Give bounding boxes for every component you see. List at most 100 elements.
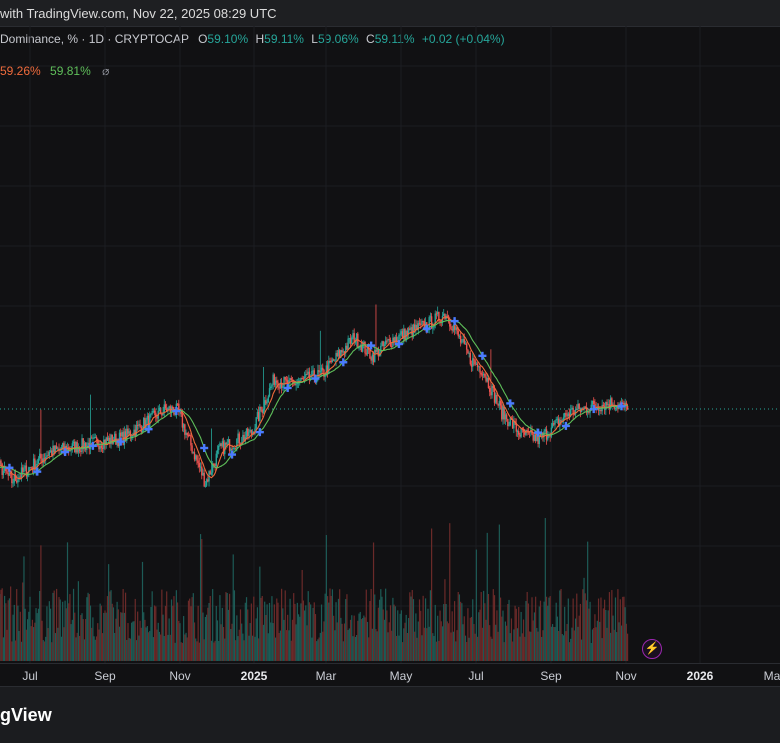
candle-body	[137, 425, 138, 426]
candle-body	[153, 411, 154, 412]
volume-bar	[303, 601, 304, 661]
volume-bar	[271, 596, 272, 661]
volume-bar	[286, 630, 287, 661]
time-axis-label: Nov	[615, 669, 636, 683]
candle-body	[177, 404, 178, 405]
candle-body	[233, 448, 234, 449]
volume-bar	[55, 633, 56, 661]
volume-bar	[173, 596, 174, 661]
candle-body	[366, 353, 367, 354]
volume-bar	[333, 616, 334, 661]
volume-bar	[239, 630, 240, 661]
volume-bar	[533, 620, 534, 661]
volume-bar	[323, 621, 324, 661]
volume-bar	[546, 597, 547, 661]
volume-bar	[304, 610, 305, 661]
volume-bar	[536, 628, 537, 661]
volume-bar	[579, 616, 580, 661]
volume-bar	[305, 605, 306, 661]
volume-bar	[156, 630, 157, 661]
time-axis-label: Ma	[764, 669, 780, 683]
volume-bar	[86, 597, 87, 661]
volume-bar	[252, 636, 253, 661]
candle-body	[352, 333, 353, 337]
volume-bar	[320, 633, 321, 661]
volume-bar	[494, 595, 495, 661]
candle-body	[9, 472, 10, 475]
candle-body	[554, 420, 555, 424]
volume-bar	[204, 639, 205, 661]
candle-body	[455, 327, 456, 330]
volume-bar	[450, 632, 451, 661]
volume-bar	[322, 632, 323, 661]
volume-bar	[485, 620, 486, 661]
volume-bar	[288, 630, 289, 661]
volume-bar	[437, 616, 438, 661]
volume-bar	[621, 626, 622, 661]
candle-body	[11, 474, 12, 483]
volume-bar	[27, 619, 28, 661]
volume-bar	[459, 594, 460, 661]
candle-body	[347, 338, 348, 349]
candle-body	[545, 429, 546, 431]
candle-body	[228, 439, 229, 442]
volume-bar	[294, 604, 295, 661]
volume-bar	[139, 621, 140, 661]
candle-body	[55, 446, 56, 452]
price-chart[interactable]	[0, 26, 780, 663]
volume-bar	[210, 596, 211, 661]
volume-bar	[593, 628, 594, 661]
volume-bar	[309, 602, 310, 661]
candle-body	[488, 378, 489, 388]
candle-body	[187, 433, 188, 435]
volume-bar	[66, 608, 67, 661]
candle-body	[557, 419, 558, 420]
volume-bar	[484, 603, 485, 661]
candle-body	[40, 454, 41, 459]
volume-bar	[155, 606, 156, 661]
candle-body	[495, 395, 496, 403]
volume-bar	[258, 638, 259, 661]
volume-bar	[490, 637, 491, 661]
candle-body	[409, 328, 410, 329]
volume-bar	[545, 518, 546, 661]
volume-bar	[230, 629, 231, 661]
volume-bar	[552, 624, 553, 661]
volume-bar	[199, 643, 200, 661]
volume-bar	[78, 581, 79, 661]
volume-bar	[50, 609, 51, 661]
volume-bar	[415, 613, 416, 661]
volume-bar	[281, 589, 282, 661]
volume-bar	[396, 636, 397, 661]
volume-bar	[198, 606, 199, 661]
candle-body	[216, 454, 217, 467]
candle-body	[102, 448, 103, 449]
volume-bar	[138, 636, 139, 661]
candle-body	[3, 471, 4, 475]
candle-body	[578, 404, 579, 409]
candle-body	[338, 350, 339, 356]
candle-body	[271, 385, 272, 387]
volume-bar	[477, 637, 478, 661]
volume-bar	[619, 622, 620, 661]
volume-bar	[504, 642, 505, 661]
volume-bar	[349, 628, 350, 661]
volume-bar	[21, 642, 22, 661]
candle-body	[510, 418, 511, 425]
volume-bar	[181, 642, 182, 661]
volume-bar	[6, 630, 7, 661]
volume-bar	[446, 604, 447, 661]
candle-body	[502, 407, 503, 420]
lightning-icon[interactable]: ⚡	[642, 639, 662, 659]
volume-bar	[185, 633, 186, 661]
candle-body	[263, 409, 264, 413]
candle-body	[373, 355, 374, 363]
candle-body	[62, 443, 63, 447]
volume-bar	[300, 603, 301, 661]
volume-bar	[175, 643, 176, 661]
volume-bar	[212, 589, 213, 661]
candle-body	[468, 353, 469, 354]
volume-bar	[205, 617, 206, 661]
top-bar: with TradingView.com, Nov 22, 2025 08:29…	[0, 0, 780, 27]
